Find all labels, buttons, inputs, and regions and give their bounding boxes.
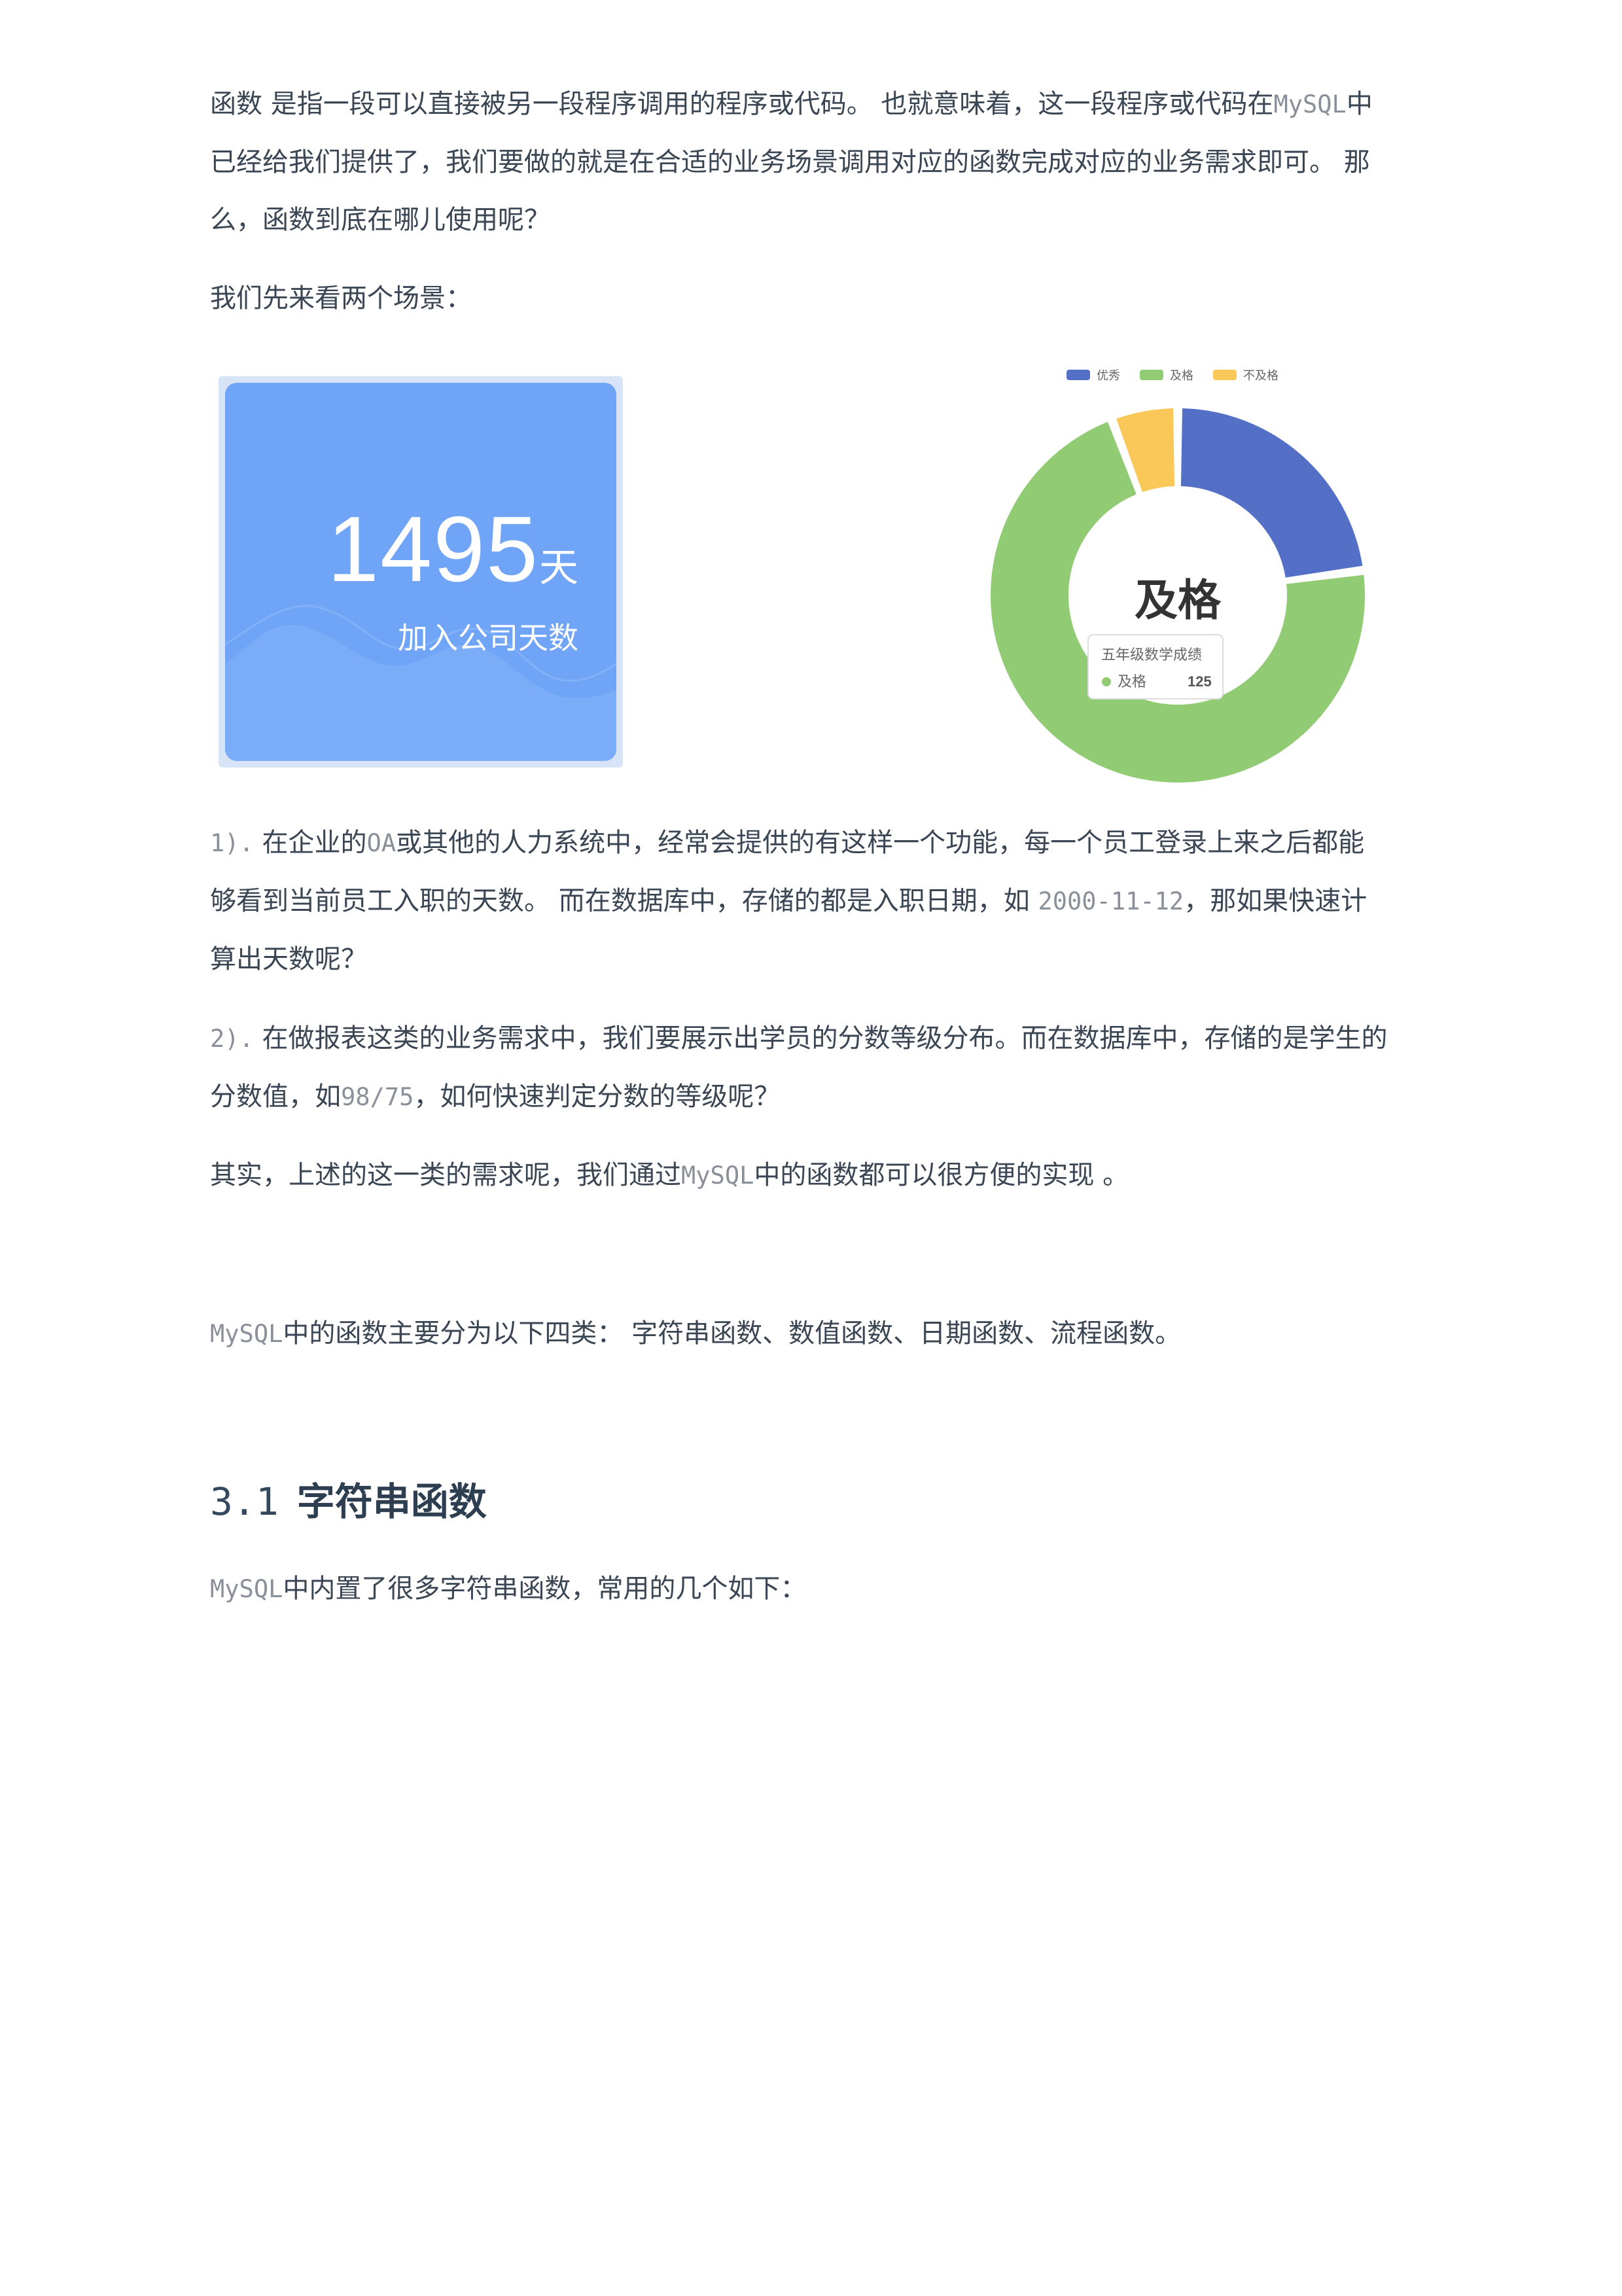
legend-label-2[interactable]: 及格 <box>1170 369 1193 382</box>
tooltip-marker <box>1102 677 1111 686</box>
center-label: 及格 <box>1135 576 1222 624</box>
grade-donut-chart: 优秀 及格 不及格 及格 五年级数学成绩 及格 125 <box>988 369 1367 785</box>
tooltip-title: 五年级数学成绩 <box>1101 646 1202 663</box>
scenario-1: 1). 在企业的OA或其他的人力系统中，经常会提供的有这样一个功能，每一个员工登… <box>210 814 1427 988</box>
intro-line-3: 么，函数到底在哪儿使用呢？ <box>210 205 550 235</box>
intro-line-2: 已经给我们提供了，我们要做的就是在合适的业务场景调用对应的函数完成对应的业务需求… <box>210 147 1370 177</box>
intro-line-1: 函数 是指一段可以直接被另一段程序调用的程序或代码。 也就意味着，这一段程序或代… <box>210 89 1373 119</box>
intro-paragraph: 函数 是指一段可以直接被另一段程序调用的程序或代码。 也就意味着，这一段程序或代… <box>210 75 1427 249</box>
tooltip-value: 125 <box>1188 673 1212 690</box>
legend-label-3[interactable]: 不及格 <box>1243 369 1278 382</box>
scenario-2-line-1: 2). 在做报表这类的业务需求中，我们要展示出学员的分数等级分布。而在数据库中，… <box>210 1023 1388 1053</box>
employee-days-card: 1495天 加入公司天数 <box>219 376 623 768</box>
scenario-2: 2). 在做报表这类的业务需求中，我们要展示出学员的分数等级分布。而在数据库中，… <box>210 1010 1427 1126</box>
donut-slice-2[interactable] <box>988 418 1367 785</box>
donut-slice-1[interactable] <box>1178 406 1366 581</box>
days-value: 1495天 <box>327 497 578 601</box>
donut-slice-3[interactable] <box>1112 406 1178 496</box>
stat-card-panel: 1495天 加入公司天数 <box>225 383 616 761</box>
summary-paragraph: 其实，上述的这一类的需求呢，我们通过MySQL中的函数都可以很方便的实现 。 <box>210 1160 1129 1190</box>
card-background-wave <box>225 605 616 761</box>
section-heading: 3.1 字符串函数 <box>210 1479 487 1524</box>
scenario-1-line-3: 算出天数呢？ <box>210 944 367 974</box>
legend-swatch-3[interactable] <box>1213 370 1237 380</box>
days-caption: 加入公司天数 <box>398 621 578 655</box>
legend-swatch-2[interactable] <box>1140 370 1163 380</box>
function-categories: MySQL中的函数主要分为以下四类： 字符串函数、数值函数、日期函数、流程函数。 <box>210 1318 1182 1349</box>
scenario-1-line-2: 够看到当前员工入职的天数。 而在数据库中，存储的都是入职日期，如 2000-11… <box>210 886 1367 916</box>
scenario-1-line-1: 1). 在企业的OA或其他的人力系统中，经常会提供的有这样一个功能，每一个员工登… <box>210 828 1365 858</box>
tooltip-box <box>1087 634 1224 699</box>
chart-legend: 优秀 及格 不及格 <box>1067 369 1278 382</box>
legend-swatch-1[interactable] <box>1067 370 1090 380</box>
section-intro: MySQL中内置了很多字符串函数，常用的几个如下： <box>210 1574 807 1604</box>
tooltip-name: 及格 <box>1118 673 1146 690</box>
scenarios-intro: 我们先来看两个场景： <box>210 283 472 313</box>
legend-label-1[interactable]: 优秀 <box>1097 369 1120 382</box>
scenario-2-line-2: 分数值，如98/75，如何快速判定分数的等级呢？ <box>210 1082 781 1112</box>
donut-slices <box>988 406 1367 785</box>
chart-tooltip: 五年级数学成绩 及格 125 <box>1087 634 1224 699</box>
